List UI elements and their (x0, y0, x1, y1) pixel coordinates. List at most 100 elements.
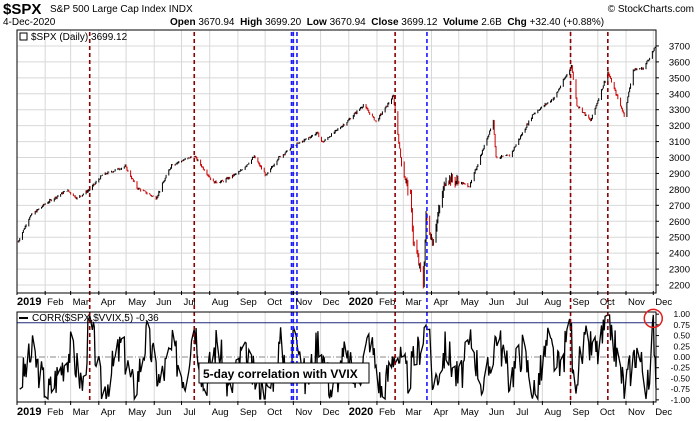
price-y-tick-label: 2600 (669, 217, 690, 228)
x-tick-label: 2020 (349, 296, 373, 308)
x-tick-label: Jun (489, 297, 504, 308)
x-tick-label: Oct (600, 297, 615, 308)
x-tick-label: Jul (516, 297, 528, 308)
x-tick-label: Dec (655, 297, 672, 308)
x-tick-label: Mar (73, 407, 89, 418)
price-y-tick-label: 2200 (669, 281, 690, 292)
volume-label: Volume (443, 17, 479, 28)
high-label: High (240, 17, 263, 28)
corr-series-line (19, 314, 657, 402)
x-tick-label: Jun (489, 407, 504, 418)
x-tick-label: Apr (101, 297, 116, 308)
x-tick-label: Jun (156, 407, 171, 418)
corr-y-tick-label: 1.00 (673, 309, 690, 319)
x-tick-label: Feb (47, 407, 63, 418)
x-tick-label: Jul (184, 407, 196, 418)
x-tick-label: 2019 (17, 296, 41, 308)
x-tick-label: Sep (573, 407, 590, 418)
x-tick-label: Sep (573, 297, 590, 308)
price-legend: $SPX (Daily) 3699.12 (31, 32, 128, 43)
x-tick-label: Aug (544, 297, 561, 308)
x-tick-label: May (128, 297, 146, 308)
x-tick-label: Oct (267, 407, 282, 418)
price-y-tick-label: 2700 (669, 201, 690, 212)
x-tick-label: 2019 (17, 406, 41, 418)
price-y-axis: 2200 2300 2400 2500 2600 2700 2800 2900 3000 3100… (656, 41, 690, 292)
credit-label: © StockCharts.com (607, 4, 694, 15)
price-y-tick-label: 3300 (669, 105, 690, 116)
quote-bar: Open 3670.94 High 3699.20 Low 3670.94 Cl… (170, 17, 604, 28)
instrument-name: S&P 500 Large Cap Index INDX (50, 4, 193, 15)
price-y-tick-label: 3700 (669, 41, 690, 52)
open-label: Open (170, 17, 196, 28)
legends: $SPX (Daily) 3699.12 CORR($SPX,$VVIX,5) -… (19, 32, 664, 384)
corr-series (19, 314, 657, 402)
open-value: 3670.94 (198, 17, 235, 28)
price-panel-frame (16, 29, 657, 294)
corr-y-tick-label: 0.50 (673, 331, 690, 341)
x-tick-label: Feb (47, 297, 63, 308)
price-y-tick-label: 2800 (669, 185, 690, 196)
close-value: 3699.12 (401, 17, 438, 28)
price-y-tick-label: 2400 (669, 249, 690, 260)
x-axis-lower: 2019 Feb Mar Apr May Jun Jul Aug Sep Oct Nov Dec 202… (16, 401, 672, 418)
x-tick-label: Mar (73, 297, 89, 308)
low-value: 3670.94 (329, 17, 366, 28)
x-tick-label: Apr (433, 297, 448, 308)
corr-y-tick-label: -0.25 (671, 363, 691, 373)
x-tick-label: Aug (212, 407, 229, 418)
x-tick-label: 2020 (349, 406, 373, 418)
x-tick-label: Nov (295, 297, 312, 308)
price-gridlines (16, 30, 656, 293)
price-y-tick-label: 3000 (669, 153, 690, 164)
x-tick-label: Oct (600, 407, 615, 418)
x-tick-label: Feb (379, 407, 395, 418)
x-tick-label: Sep (240, 297, 257, 308)
price-y-tick-label: 3200 (669, 121, 690, 132)
price-y-tick-label: 3400 (669, 89, 690, 100)
x-tick-label: Jul (516, 407, 528, 418)
annotation-text: 5-day correlation with VVIX (203, 367, 358, 381)
price-legend-swatch (19, 32, 28, 41)
chg-label: Chg (507, 17, 527, 28)
price-y-tick-label: 2300 (669, 265, 690, 276)
volume-value: 2.6B (481, 17, 502, 28)
x-tick-label: Dec (323, 407, 340, 418)
x-tick-label: Apr (433, 407, 448, 418)
corr-y-tick-label: 0.25 (673, 341, 690, 351)
x-axis-upper: 2019 Feb Mar Apr May Jun Jul Aug Sep Oct Nov Dec 202… (16, 291, 672, 308)
instrument-title: S&P 500 Large Cap Index (50, 4, 167, 15)
x-tick-label: Nov (628, 407, 645, 418)
x-tick-label: Dec (323, 297, 340, 308)
price-y-tick-label: 2900 (669, 169, 690, 180)
corr-y-tick-label: 0.75 (673, 320, 690, 330)
x-tick-label: Aug (544, 407, 561, 418)
chg-value: +32.40 (+0.88%) (529, 17, 605, 28)
symbol-label: $SPX (3, 1, 42, 18)
corr-y-tick-label: -0.50 (671, 373, 691, 383)
annotation-box (198, 362, 370, 384)
x-tick-label: Jun (156, 297, 171, 308)
price-y-tick-label: 2500 (669, 233, 690, 244)
price-y-tick-label: 3100 (669, 137, 690, 148)
x-tick-label: Mar (405, 407, 421, 418)
x-tick-label: Dec (655, 407, 672, 418)
exchange-label: INDX (168, 4, 193, 15)
x-tick-label: May (461, 297, 479, 308)
event-lines (88, 32, 609, 402)
corr-y-tick-label: -1.00 (671, 395, 691, 405)
corr-y-tick-label: 0.00 (673, 352, 690, 362)
corr-y-axis: -1.00-0.75-0.50-0.250.000.250.500.751.00 (656, 309, 690, 405)
x-tick-label: Aug (212, 297, 229, 308)
x-tick-label: May (128, 407, 146, 418)
low-label: Low (306, 17, 327, 28)
price-y-tick-label: 3600 (669, 57, 690, 68)
x-tick-label: Feb (379, 297, 395, 308)
highlight-circle (643, 308, 664, 329)
close-label: Close (371, 17, 399, 28)
date-label: 4-Dec-2020 (3, 17, 56, 28)
x-tick-label: Jul (184, 297, 196, 308)
price-candles (17, 46, 657, 289)
x-tick-label: Nov (628, 297, 645, 308)
